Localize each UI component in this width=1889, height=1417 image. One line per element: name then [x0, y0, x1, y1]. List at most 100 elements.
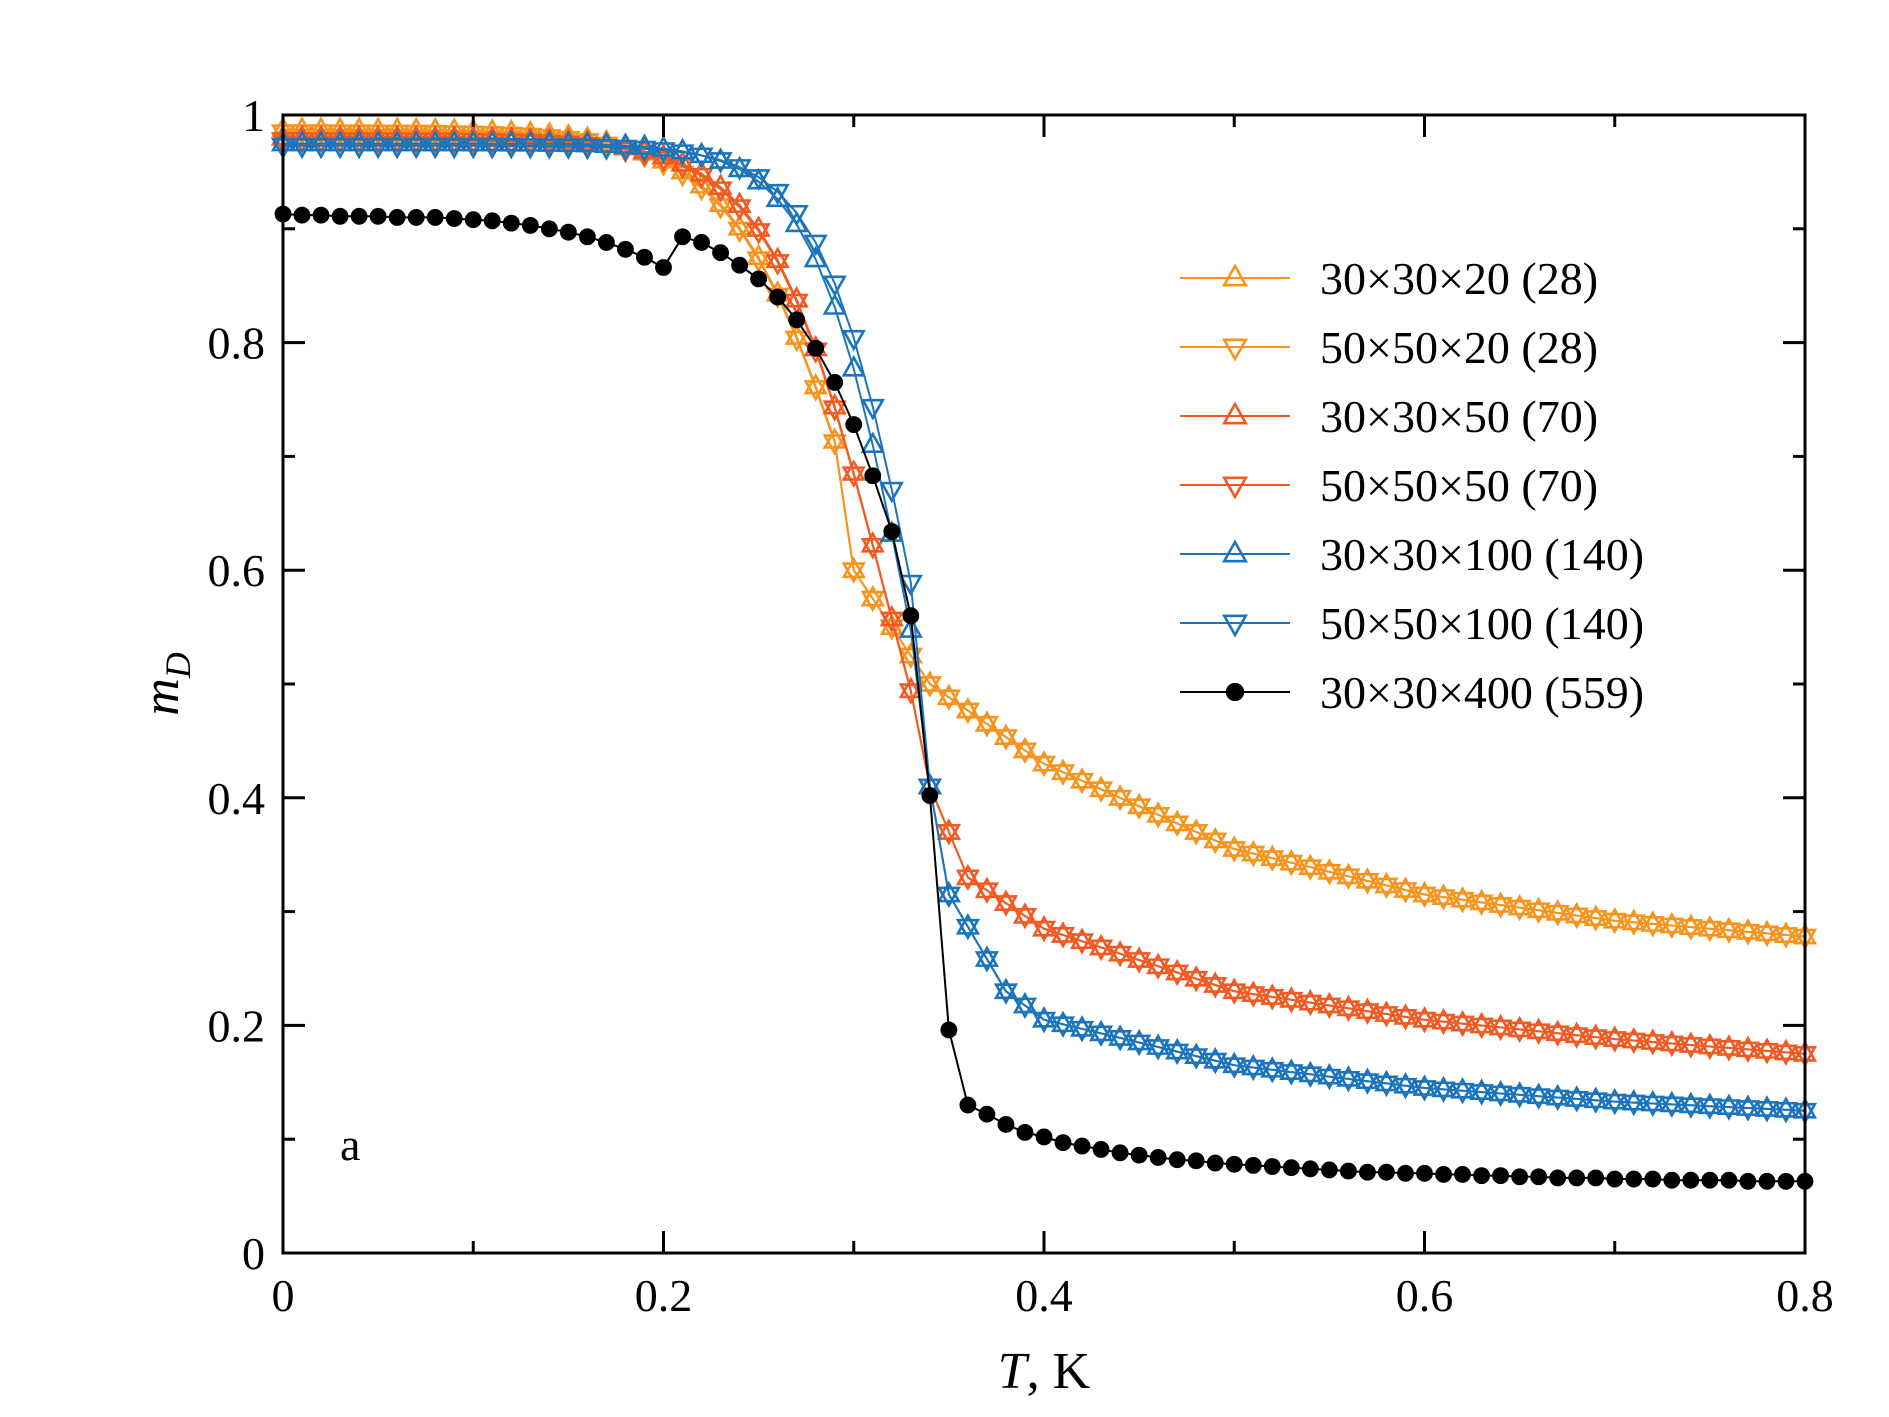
- data-point: [1678, 1031, 1703, 1053]
- data-point: [727, 199, 752, 221]
- data-point: [1511, 1168, 1529, 1186]
- data-point: [1602, 1093, 1627, 1116]
- legend-item: 30×30×400 (559): [1180, 667, 1644, 718]
- y-axis-subscript: D: [158, 652, 198, 679]
- data-point: [974, 951, 1000, 973]
- legend-marker: [1225, 682, 1245, 702]
- x-tick-label: 0.4: [1015, 1270, 1073, 1321]
- data-point: [1298, 1060, 1323, 1083]
- data-point: [1336, 994, 1361, 1017]
- legend-item: 50×50×20 (28): [1180, 322, 1598, 373]
- data-point: [1107, 945, 1133, 968]
- data-point: [651, 142, 676, 164]
- data-point: [575, 130, 600, 153]
- data-point: [289, 116, 315, 138]
- data-point: [1602, 1025, 1627, 1047]
- data-point: [1279, 991, 1304, 1014]
- data-point: [1678, 1037, 1703, 1059]
- data-point: [442, 137, 467, 160]
- data-point: [1165, 1043, 1190, 1066]
- data-point: [1355, 1067, 1380, 1090]
- data-point: [1088, 939, 1114, 962]
- data-point: [1073, 1137, 1091, 1155]
- data-point: [1659, 1090, 1684, 1113]
- data-point: [1488, 1019, 1513, 1042]
- series-6: [274, 205, 1814, 1190]
- data-point: [860, 584, 885, 607]
- data-point: [689, 141, 714, 164]
- data-point: [540, 220, 558, 238]
- data-point: [731, 256, 749, 274]
- data-point: [1526, 902, 1551, 924]
- data-point: [617, 240, 634, 258]
- data-point: [921, 787, 939, 804]
- data-point: [1530, 1168, 1548, 1186]
- data-point: [1263, 1158, 1281, 1175]
- data-point: [1149, 1148, 1167, 1166]
- data-point: [1184, 1048, 1209, 1070]
- legend-marker: [1221, 476, 1249, 500]
- data-point: [936, 689, 961, 711]
- data-point: [1773, 1101, 1799, 1124]
- x-axis-symbol: T: [998, 1343, 1030, 1400]
- data-point: [1031, 1006, 1057, 1028]
- data-point: [1241, 839, 1266, 862]
- data-point: [1111, 1144, 1129, 1162]
- data-point: [388, 209, 406, 226]
- legend-label: 50×50×20 (28): [1320, 322, 1598, 373]
- data-point: [308, 137, 334, 160]
- y-tick-label: 0.6: [208, 545, 266, 596]
- y-tick-label: 0.8: [208, 318, 266, 369]
- data-point: [1469, 1011, 1494, 1034]
- series-layer: [270, 116, 1818, 1190]
- data-point: [594, 131, 619, 153]
- data-point: [404, 124, 429, 146]
- data-point: [1545, 1025, 1570, 1047]
- data-point: [1564, 1085, 1589, 1107]
- data-point: [1069, 1020, 1095, 1043]
- data-point: [1758, 1172, 1776, 1190]
- data-point: [1393, 1072, 1418, 1094]
- data-point: [993, 983, 1019, 1005]
- data-point: [385, 124, 410, 146]
- data-point: [1473, 1167, 1490, 1185]
- data-point: [346, 137, 372, 160]
- data-point: [499, 138, 524, 160]
- data-point: [613, 132, 638, 154]
- data-point: [1507, 899, 1532, 922]
- data-point: [1336, 1065, 1361, 1087]
- data-point: [1773, 1096, 1799, 1118]
- data-point: [1583, 1023, 1608, 1046]
- data-point: [1488, 1079, 1513, 1102]
- data-point: [1031, 920, 1057, 943]
- data-point: [689, 179, 714, 202]
- data-point: [1754, 1095, 1780, 1117]
- data-point: [651, 150, 676, 173]
- data-point: [708, 181, 733, 203]
- legend-item: 30×30×20 (28): [1180, 253, 1598, 304]
- data-point: [993, 723, 1019, 746]
- data-point: [1203, 977, 1228, 999]
- data-point: [1545, 899, 1570, 921]
- data-point: [936, 880, 961, 903]
- data-point: [1640, 1089, 1665, 1112]
- data-point: [518, 130, 543, 152]
- data-point: [1640, 1028, 1665, 1050]
- data-point: [1146, 958, 1171, 980]
- data-point: [936, 818, 961, 840]
- data-point: [1701, 1171, 1719, 1189]
- data-point: [445, 210, 463, 227]
- data-point: [1735, 918, 1761, 940]
- data-point: [784, 204, 809, 227]
- data-point: [559, 223, 577, 241]
- data-point: [1640, 910, 1665, 932]
- data-point: [841, 556, 866, 579]
- data-point: [289, 137, 315, 160]
- data-point: [404, 129, 429, 152]
- data-point: [1450, 1015, 1475, 1038]
- data-point: [765, 246, 790, 269]
- data-point: [1659, 1096, 1684, 1119]
- data-point: [1260, 850, 1285, 872]
- data-point: [978, 1105, 996, 1123]
- data-point: [1241, 986, 1266, 1008]
